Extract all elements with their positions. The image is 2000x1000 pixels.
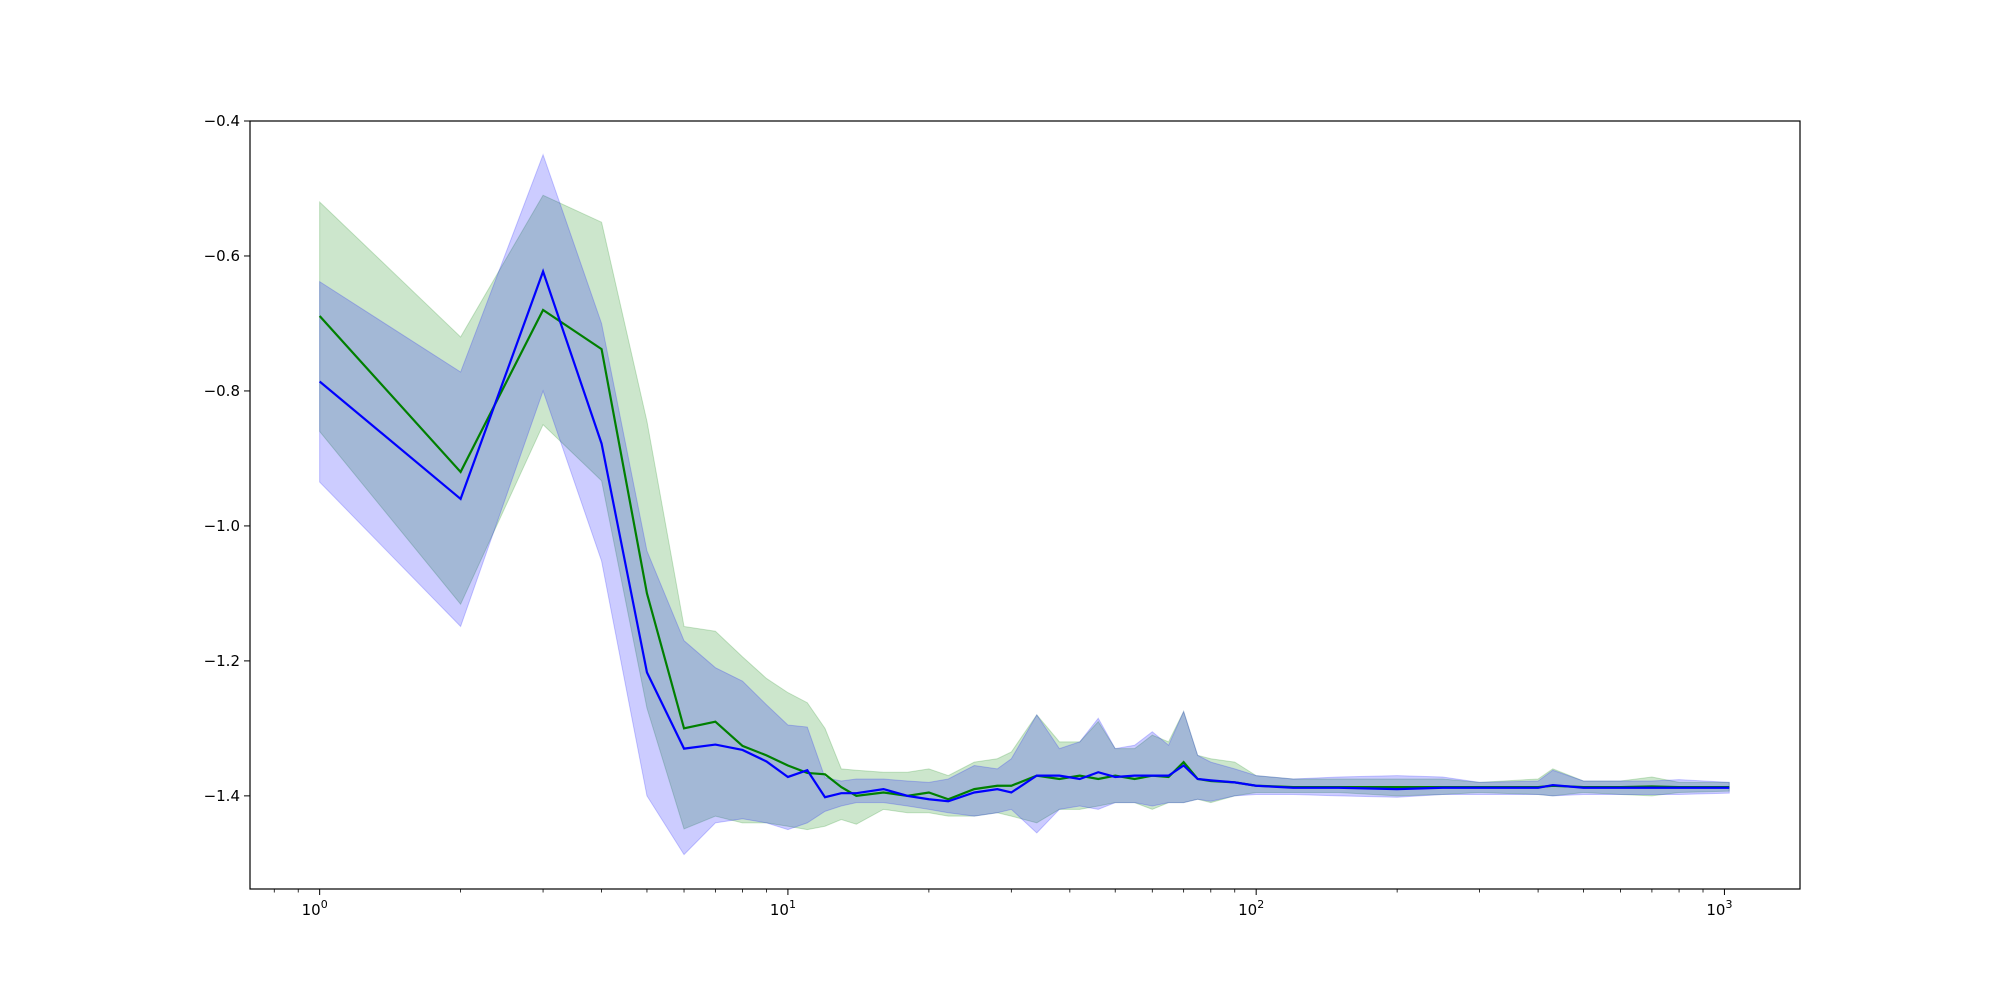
confidence-bands	[319, 153, 1730, 856]
y-tick-label: −0.8	[204, 382, 240, 400]
band-series-1	[319, 153, 1730, 856]
y-tick-label: −1.0	[204, 517, 240, 535]
line-series-1	[318, 268, 1730, 803]
x-tick-label: 103	[1706, 898, 1732, 919]
y-axis: −0.4 −0.6 −0.8 −1.0 −1.2 −1.4	[204, 112, 250, 805]
x-tick-label: 100	[302, 898, 328, 919]
y-tick-label: −1.4	[204, 787, 240, 805]
y-tick-label: −1.2	[204, 652, 240, 670]
x-axis: 100 101 102 103	[273, 889, 1732, 919]
plot-frame	[249, 120, 1801, 890]
band-series-0	[319, 194, 1730, 831]
series-lines	[318, 268, 1730, 803]
x-tick-label: 101	[770, 898, 796, 919]
y-tick-label: −0.4	[204, 112, 240, 130]
y-tick-label: −0.6	[204, 247, 240, 265]
x-tick-label: 102	[1238, 898, 1264, 919]
